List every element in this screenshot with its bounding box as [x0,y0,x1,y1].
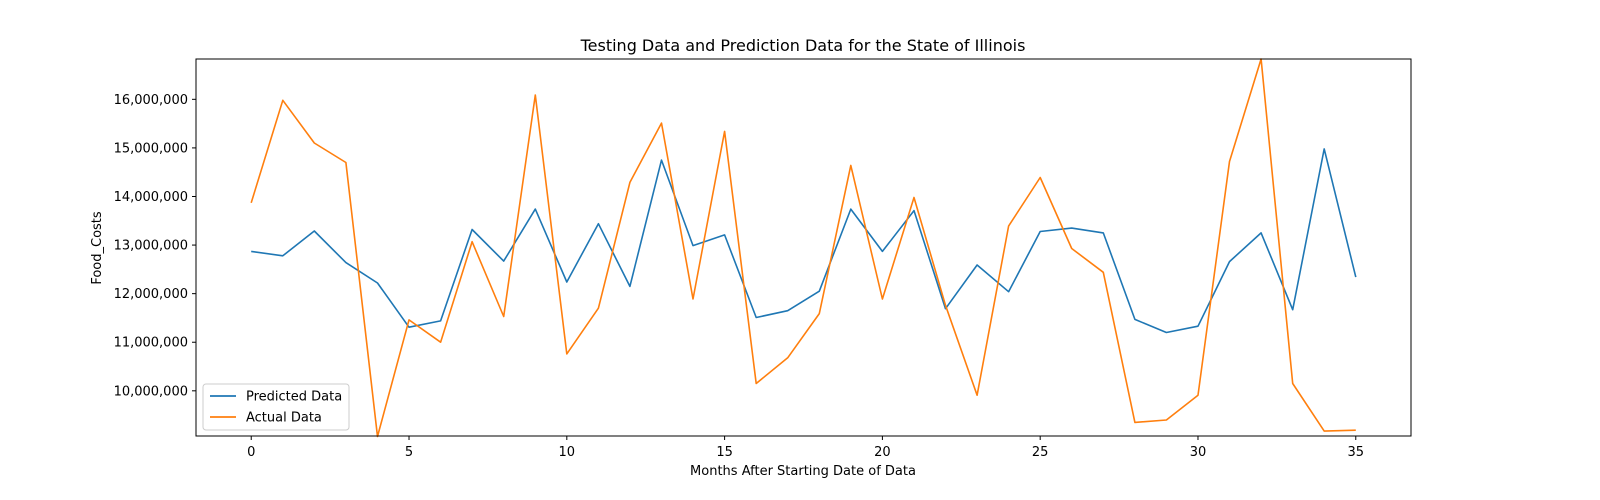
legend-label: Actual Data [246,411,322,426]
series-line-predicted [251,148,1357,334]
y-tick-label: 11,000,000 [114,336,188,351]
y-tick-label: 16,000,000 [114,93,188,108]
x-tick-label: 20 [874,445,891,460]
legend-label: Predicted Data [246,390,342,405]
x-axis-label: Months After Starting Date of Data [690,464,916,479]
x-tick-label: 15 [716,445,733,460]
y-axis-ticks: 10,000,000 11,000,000 12,000,000 13,000,000… [114,93,196,399]
series-lines [250,58,1357,438]
y-axis-label: Food_Costs [90,211,105,285]
x-tick-label: 35 [1347,445,1364,460]
x-tick-label: 5 [405,445,413,460]
series-line-actual [250,58,1356,438]
x-tick-label: 0 [247,445,255,460]
y-tick-label: 14,000,000 [114,190,188,205]
x-tick-label: 10 [559,445,576,460]
legend-box [202,383,350,431]
y-tick-label: 10,000,000 [114,384,188,399]
y-tick-label: 15,000,000 [114,141,188,156]
x-tick-label: 30 [1190,445,1207,460]
plot-frame [195,58,1412,437]
chart-title: Testing Data and Prediction Data for the… [580,36,1026,55]
x-tick-label: 25 [1032,445,1049,460]
y-tick-label: 13,000,000 [114,239,188,254]
y-tick-label: 12,000,000 [114,287,188,302]
legend: Predicted Data Actual Data [202,383,350,431]
x-axis-ticks: 0 5 10 15 20 25 30 35 [247,436,1364,460]
